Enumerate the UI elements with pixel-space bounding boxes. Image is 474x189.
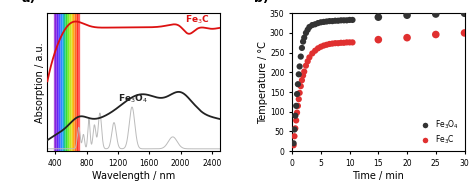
Point [299, 74, 307, 77]
Bar [57, 13, 59, 151]
Point [314, 47, 322, 50]
Point [302, 64, 310, 67]
Point [346, 41, 354, 44]
Point [292, 114, 299, 117]
Point [302, 31, 310, 34]
Point [294, 83, 301, 86]
Text: Fe$_3$C: Fe$_3$C [184, 14, 209, 26]
Point [296, 65, 303, 68]
Point [328, 42, 336, 45]
Point [349, 41, 356, 44]
Point [301, 70, 308, 73]
Point [298, 46, 306, 50]
Point [349, 18, 356, 21]
Point [291, 128, 298, 131]
Point [295, 73, 302, 76]
Point [309, 52, 316, 55]
Point [343, 19, 351, 22]
Point [306, 26, 313, 29]
Point [461, 31, 468, 34]
Point [334, 19, 342, 22]
Point [340, 19, 347, 22]
Point [304, 60, 311, 63]
Point [337, 19, 345, 22]
Point [297, 85, 305, 88]
Point [317, 45, 325, 48]
Point [306, 56, 313, 59]
Point [290, 144, 297, 147]
Y-axis label: Temperature / °C: Temperature / °C [258, 41, 268, 124]
X-axis label: Wavelength / nm: Wavelength / nm [92, 171, 175, 181]
Bar [61, 13, 63, 151]
Point [293, 111, 301, 114]
Point [292, 119, 300, 122]
Bar [77, 13, 79, 151]
Bar [75, 13, 77, 151]
Point [323, 43, 330, 46]
Point [374, 16, 382, 19]
Point [328, 20, 336, 23]
Point [461, 12, 468, 15]
Point [331, 19, 339, 22]
Point [432, 12, 439, 15]
Bar [68, 13, 70, 151]
Point [292, 127, 299, 130]
Point [340, 41, 347, 44]
Bar [72, 13, 73, 151]
Point [343, 41, 351, 44]
Bar [70, 13, 72, 151]
Point [320, 44, 328, 47]
Point [296, 91, 303, 94]
Point [326, 43, 333, 46]
Point [326, 20, 333, 23]
Point [317, 21, 325, 24]
Point [314, 22, 322, 25]
Bar [55, 13, 57, 151]
Text: a): a) [21, 0, 36, 5]
Bar [66, 13, 68, 151]
Bar [73, 13, 75, 151]
X-axis label: Time / min: Time / min [352, 171, 404, 181]
Point [297, 55, 305, 58]
Text: b): b) [254, 0, 269, 5]
Point [403, 14, 411, 17]
Point [292, 104, 300, 107]
Point [290, 142, 297, 145]
Point [295, 98, 302, 101]
Point [331, 42, 339, 45]
Point [403, 36, 411, 39]
Point [294, 104, 301, 107]
Bar [63, 13, 64, 151]
Point [291, 135, 298, 138]
Point [311, 23, 319, 26]
Text: Fe$_3$O$_4$: Fe$_3$O$_4$ [118, 93, 148, 105]
Y-axis label: Absorption / a.u.: Absorption / a.u. [35, 42, 45, 122]
Point [374, 38, 382, 41]
Point [432, 33, 439, 36]
Point [311, 49, 319, 52]
Point [346, 18, 354, 21]
Point [301, 36, 308, 39]
Point [337, 41, 345, 44]
Point [293, 93, 301, 96]
Legend: Fe$_3$O$_4$, Fe$_3$C: Fe$_3$O$_4$, Fe$_3$C [416, 117, 461, 147]
Bar [54, 13, 55, 151]
Point [298, 79, 306, 82]
Point [334, 42, 342, 45]
Bar [59, 13, 61, 151]
Point [304, 28, 311, 31]
Point [299, 40, 307, 43]
Bar [64, 13, 66, 151]
Point [323, 20, 330, 23]
Point [320, 20, 328, 23]
Point [309, 24, 316, 27]
